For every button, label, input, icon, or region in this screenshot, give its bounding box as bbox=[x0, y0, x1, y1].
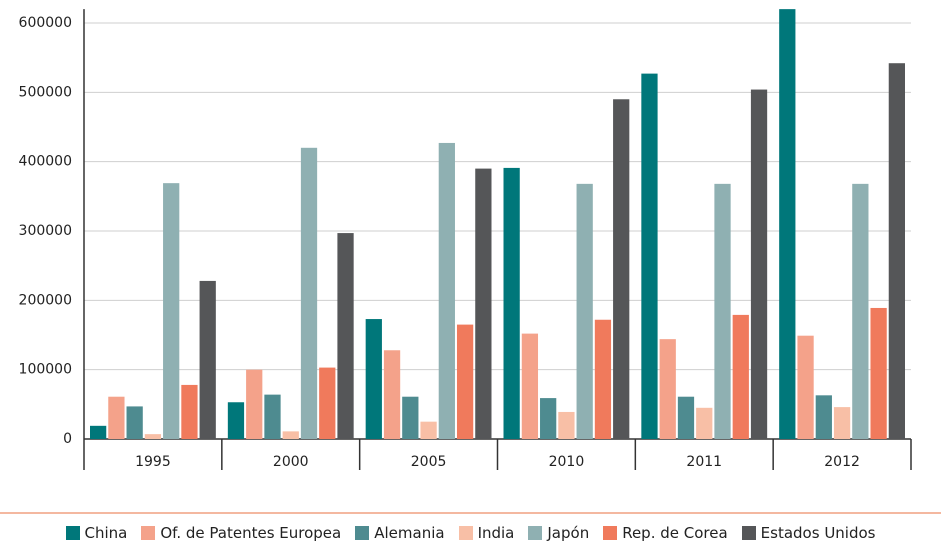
bar bbox=[337, 233, 354, 439]
bar bbox=[456, 324, 474, 439]
x-tick-label: 2011 bbox=[686, 454, 722, 470]
bar bbox=[402, 396, 419, 439]
bar bbox=[833, 407, 851, 439]
bar bbox=[870, 307, 887, 439]
bar bbox=[521, 333, 539, 439]
bar bbox=[779, 9, 796, 440]
bar bbox=[438, 142, 455, 440]
bar bbox=[300, 147, 318, 440]
bar bbox=[714, 183, 731, 439]
bar bbox=[696, 407, 713, 439]
x-tick-label: 2005 bbox=[411, 454, 447, 470]
legend-item: Estados Unidos bbox=[741, 524, 876, 542]
bar bbox=[420, 421, 437, 439]
bar bbox=[594, 319, 612, 439]
bar bbox=[246, 369, 263, 439]
bar bbox=[503, 167, 520, 439]
legend-item: Of. de Patentes Europea bbox=[141, 524, 341, 542]
bar bbox=[163, 183, 180, 439]
bar bbox=[732, 314, 749, 439]
chart: 0 100000 200000 300000 400000 500000 600000 199… bbox=[0, 9, 941, 514]
legend-swatch bbox=[355, 526, 370, 540]
bar bbox=[641, 73, 658, 439]
bar bbox=[264, 394, 281, 439]
legend-swatch bbox=[458, 526, 473, 540]
legend-label: India bbox=[477, 524, 515, 542]
y-tick-label: 600000 bbox=[19, 15, 72, 31]
legend-swatch bbox=[141, 526, 156, 540]
x-tick-label: 1995 bbox=[135, 454, 171, 470]
legend-swatch bbox=[65, 526, 80, 540]
y-tick-label: 500000 bbox=[19, 84, 72, 100]
bar bbox=[181, 384, 198, 439]
bar bbox=[144, 434, 162, 439]
bar bbox=[227, 402, 245, 439]
legend-swatch bbox=[528, 526, 543, 540]
bar bbox=[750, 89, 768, 439]
bar bbox=[888, 63, 905, 440]
legend-label: Rep. de Corea bbox=[622, 524, 728, 542]
bar bbox=[815, 395, 832, 439]
bar bbox=[282, 431, 299, 439]
legend-label: Alemania bbox=[374, 524, 445, 542]
legend-swatch bbox=[603, 526, 618, 540]
bar bbox=[576, 183, 593, 439]
bar bbox=[108, 396, 125, 439]
y-tick-label: 300000 bbox=[19, 223, 72, 239]
legend-item: Japón bbox=[528, 524, 589, 542]
bar bbox=[90, 425, 107, 439]
bar bbox=[659, 339, 676, 439]
x-tick-label: 2012 bbox=[824, 454, 860, 470]
bar bbox=[126, 406, 143, 439]
legend-label: Japón bbox=[547, 524, 590, 542]
bar bbox=[199, 280, 216, 439]
bar bbox=[677, 396, 695, 439]
bar bbox=[540, 398, 557, 439]
bar bbox=[365, 319, 382, 439]
bar bbox=[558, 411, 575, 439]
legend-label: China bbox=[84, 524, 128, 542]
legend-item: Alemania bbox=[355, 524, 445, 542]
bar bbox=[475, 168, 492, 439]
bar bbox=[319, 367, 336, 439]
legend-label: Of. de Patentes Europea bbox=[160, 524, 342, 542]
y-tick-label: 400000 bbox=[19, 154, 72, 170]
legend-swatch bbox=[741, 526, 756, 540]
legend-item: India bbox=[458, 524, 515, 542]
legend-item: China bbox=[65, 524, 128, 542]
legend-item: Rep. de Corea bbox=[603, 524, 728, 542]
bar bbox=[852, 183, 869, 439]
y-tick-label: 0 bbox=[63, 431, 72, 447]
y-tick-label: 100000 bbox=[19, 362, 72, 378]
bar bbox=[797, 335, 814, 439]
y-tick-label: 200000 bbox=[19, 292, 72, 308]
x-tick-label: 2000 bbox=[273, 454, 309, 470]
bar bbox=[613, 99, 630, 440]
legend-label: Estados Unidos bbox=[760, 524, 876, 542]
x-tick-label: 2010 bbox=[549, 454, 585, 470]
bar bbox=[383, 350, 401, 439]
legend: China Of. de Patentes Europea Alemania Indi… bbox=[0, 524, 941, 542]
